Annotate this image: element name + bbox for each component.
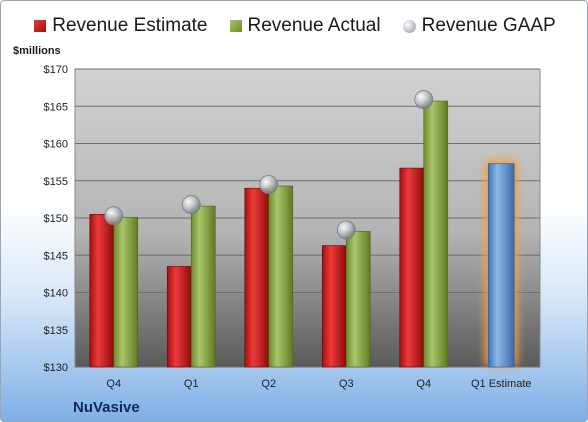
bar-revenue-actual bbox=[190, 205, 216, 368]
point-revenue-gaap bbox=[414, 90, 434, 109]
gridlines bbox=[75, 68, 540, 368]
bar-revenue-estimate bbox=[166, 266, 192, 368]
x-tick-label: Q1 Estimate bbox=[471, 378, 532, 390]
legend-swatch-estimate bbox=[34, 20, 47, 32]
y-tick-label: $145 bbox=[44, 250, 68, 262]
y-tick-label: $165 bbox=[44, 101, 68, 113]
bar-revenue-actual bbox=[268, 185, 294, 368]
gaap-points bbox=[104, 90, 434, 240]
y-axis-unit-label: $millions bbox=[13, 45, 61, 57]
point-revenue-gaap bbox=[181, 195, 201, 214]
y-axis-ticks: $130 $135 $140 $145 $150 $155 $160 $165 $170 bbox=[44, 64, 68, 374]
y-tick-label: $135 bbox=[44, 325, 68, 337]
legend-label-actual: Revenue Actual bbox=[247, 15, 381, 36]
legend-label-gaap: Revenue GAAP bbox=[421, 15, 556, 36]
bar-revenue-actual bbox=[113, 216, 139, 368]
point-revenue-gaap bbox=[259, 175, 279, 194]
legend-swatch-gaap bbox=[402, 19, 416, 33]
y-tick-label: $140 bbox=[44, 288, 68, 300]
legend-item-gaap: Revenue GAAP bbox=[402, 15, 556, 37]
x-tick-label: Q2 bbox=[261, 378, 276, 390]
x-tick-label: Q1 bbox=[184, 378, 199, 390]
bar-revenue-actual bbox=[423, 100, 449, 368]
x-tick-label: Q4 bbox=[416, 378, 431, 390]
y-tick-label: $170 bbox=[44, 64, 68, 76]
company-name: NuVasive bbox=[73, 399, 140, 416]
legend: Revenue Estimate Revenue Actual Revenue … bbox=[1, 15, 587, 37]
point-revenue-gaap bbox=[104, 206, 124, 226]
y-tick-label: $130 bbox=[44, 362, 68, 374]
bar-revenue-estimate bbox=[89, 213, 115, 368]
x-tick-label: Q3 bbox=[339, 378, 354, 390]
bar-revenue-estimate bbox=[244, 187, 270, 368]
point-revenue-gaap bbox=[336, 220, 356, 240]
bar-revenue-projected bbox=[487, 163, 515, 368]
bars bbox=[89, 100, 519, 368]
x-tick-label: Q4 bbox=[106, 378, 121, 390]
legend-swatch-actual bbox=[229, 20, 242, 32]
y-tick-label: $150 bbox=[44, 213, 68, 225]
x-axis-ticks: Q4 Q1 Q2 Q3 Q4 Q1 Estimate bbox=[106, 378, 531, 390]
y-tick-label: $160 bbox=[44, 139, 68, 151]
bar-revenue-estimate bbox=[399, 167, 425, 368]
bar-revenue-actual bbox=[345, 231, 371, 368]
legend-item-estimate: Revenue Estimate bbox=[34, 15, 208, 37]
legend-item-actual: Revenue Actual bbox=[229, 15, 381, 37]
legend-label-estimate: Revenue Estimate bbox=[52, 15, 208, 36]
bar-revenue-estimate bbox=[321, 245, 347, 368]
y-tick-label: $155 bbox=[44, 176, 68, 188]
